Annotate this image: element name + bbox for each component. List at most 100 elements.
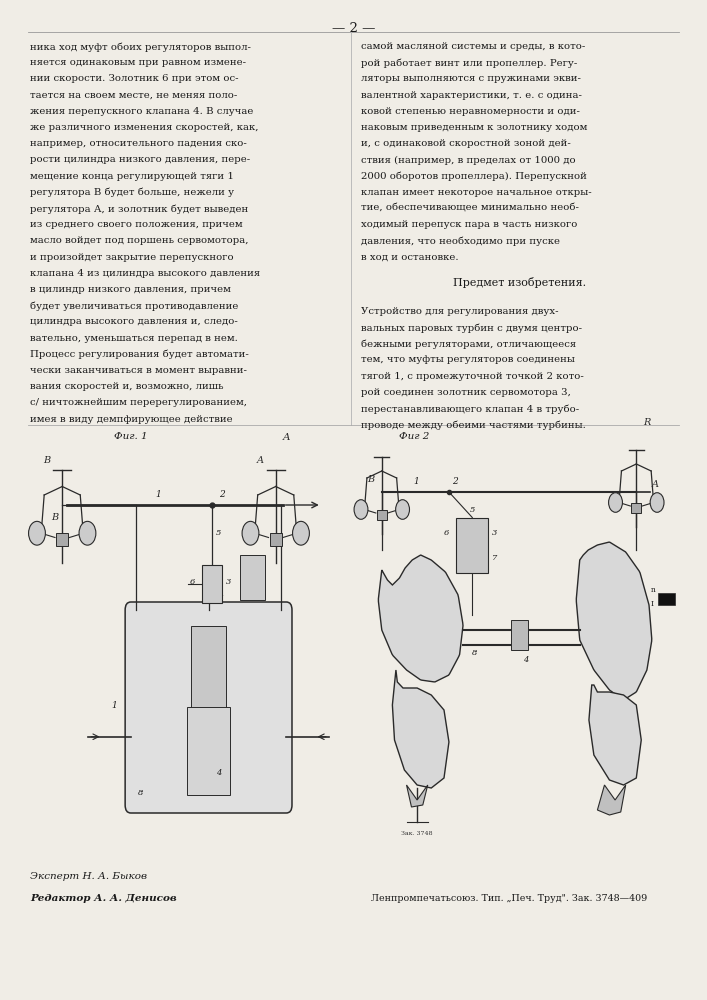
Text: давления, что необходимо при пуске: давления, что необходимо при пуске (361, 236, 559, 246)
Text: 4: 4 (216, 769, 221, 777)
Circle shape (396, 500, 409, 519)
Bar (269, 533, 281, 546)
Circle shape (242, 521, 259, 545)
Text: регулятора А, и золотник будет выведен: регулятора А, и золотник будет выведен (30, 204, 249, 214)
Text: Редактор А. А. Денисов: Редактор А. А. Денисов (30, 894, 177, 903)
Text: ходимый перепуск пара в часть низкого: ходимый перепуск пара в часть низкого (361, 220, 577, 229)
Text: 1: 1 (111, 700, 117, 710)
Text: проводе между обеими частями турбины.: проводе между обеими частями турбины. (361, 420, 585, 430)
Text: перестанавливающего клапан 4 в трубо-: перестанавливающего клапан 4 в трубо- (361, 404, 579, 414)
Text: цилиндра высокого давления и, следо-: цилиндра высокого давления и, следо- (30, 317, 238, 326)
Text: вания скоростей и, возможно, лишь: вания скоростей и, возможно, лишь (30, 382, 224, 391)
Text: рой работает винт или пропеллер. Регу-: рой работает винт или пропеллер. Регу- (361, 58, 577, 68)
Polygon shape (576, 542, 652, 700)
Text: 2: 2 (452, 477, 458, 486)
Text: Зак. 3748: Зак. 3748 (402, 831, 433, 836)
Text: клапана 4 из цилиндра высокого давления: клапана 4 из цилиндра высокого давления (30, 269, 260, 278)
Text: A: A (257, 456, 264, 465)
Polygon shape (407, 785, 428, 807)
Text: например, относительного падения ско-: например, относительного падения ско- (30, 139, 247, 148)
Text: 3: 3 (492, 529, 497, 537)
Text: вательно, уменьшаться перепад в нем.: вательно, уменьшаться перепад в нем. (30, 334, 238, 343)
Bar (631, 502, 641, 513)
Text: I: I (650, 600, 653, 608)
Text: 5: 5 (469, 506, 475, 514)
Text: бежными регуляторами, отличающееся: бежными регуляторами, отличающееся (361, 339, 575, 349)
Bar (187, 707, 230, 795)
Text: в цилиндр низкого давления, причем: в цилиндр низкого давления, причем (30, 285, 231, 294)
Text: с/ ничтожнейшим перерегулированием,: с/ ничтожнейшим перерегулированием, (30, 398, 247, 407)
Text: рой соединен золотник сервомотора 3,: рой соединен золотник сервомотора 3, (361, 388, 571, 397)
Text: тие, обеспечивающее минимально необ-: тие, обеспечивающее минимально необ- (361, 204, 578, 213)
Text: Предмет изобретения.: Предмет изобретения. (453, 277, 586, 288)
Text: 1: 1 (156, 490, 161, 499)
Circle shape (354, 500, 368, 519)
Text: Процесс регулирования будет автомати-: Процесс регулирования будет автомати- (30, 350, 249, 359)
Bar (56, 533, 68, 546)
Polygon shape (392, 670, 449, 788)
Text: имея в виду демпфирующее действие: имея в виду демпфирующее действие (30, 415, 233, 424)
Text: A: A (652, 480, 659, 489)
Text: валентной характеристики, т. е. с одина-: валентной характеристики, т. е. с одина- (361, 91, 581, 100)
Polygon shape (597, 785, 626, 815)
Text: из среднего своего положения, причем: из среднего своего положения, причем (30, 220, 243, 229)
Text: n: n (650, 586, 655, 594)
Text: 6: 6 (444, 529, 449, 537)
Bar (457, 518, 488, 572)
Text: B: B (368, 475, 375, 484)
Text: A: A (283, 433, 291, 442)
Text: Ленпромпечатьсоюз. Тип. „Печ. Труд". Зак. 3748—409: Ленпромпечатьсоюз. Тип. „Печ. Труд". Зак… (371, 894, 647, 903)
Text: 3: 3 (226, 578, 231, 586)
Text: вальных паровых турбин с двумя центро-: вальных паровых турбин с двумя центро- (361, 323, 582, 333)
Circle shape (28, 521, 45, 545)
Text: тягой 1, с промежуточной точкой 2 кото-: тягой 1, с промежуточной точкой 2 кото- (361, 372, 583, 381)
Circle shape (609, 493, 622, 512)
Text: 1: 1 (414, 477, 419, 486)
Text: ляторы выполняются с пружинами экви-: ляторы выполняются с пружинами экви- (361, 74, 580, 83)
Text: чески заканчиваться в момент выравни-: чески заканчиваться в момент выравни- (30, 366, 247, 375)
Text: тается на своем месте, не меняя поло-: тается на своем месте, не меняя поло- (30, 91, 238, 100)
Bar (191, 626, 226, 708)
Text: B: B (52, 512, 59, 522)
Text: тем, что муфты регуляторов соединены: тем, что муфты регуляторов соединены (361, 355, 575, 364)
Text: 4: 4 (523, 656, 529, 664)
Polygon shape (378, 555, 463, 682)
Text: ковой степенью неравномерности и оди-: ковой степенью неравномерности и оди- (361, 107, 580, 116)
Text: Устройство для регулирования двух-: Устройство для регулирования двух- (361, 307, 558, 316)
Text: 7: 7 (218, 594, 223, 602)
Text: мещение конца регулирующей тяги 1: мещение конца регулирующей тяги 1 (30, 172, 234, 181)
Circle shape (79, 521, 96, 545)
Text: 5: 5 (216, 529, 221, 537)
Text: Фиг. 1: Фиг. 1 (114, 432, 148, 441)
Text: 2000 оборотов пропеллера). Перепускной: 2000 оборотов пропеллера). Перепускной (361, 172, 586, 181)
Text: жения перепускного клапана 4. В случае: жения перепускного клапана 4. В случае (30, 107, 254, 116)
Text: няется одинаковым при равном измене-: няется одинаковым при равном измене- (30, 58, 247, 67)
Text: ника ход муфт обоих регуляторов выпол-: ника ход муфт обоих регуляторов выпол- (30, 42, 251, 51)
Bar (240, 555, 265, 600)
Text: будет увеличиваться противодавление: будет увеличиваться противодавление (30, 301, 239, 311)
Text: 2: 2 (219, 490, 225, 499)
Text: 8: 8 (472, 649, 478, 657)
Text: 8: 8 (138, 789, 144, 797)
Text: масло войдет под поршень сервомотора,: масло войдет под поршень сервомотора, (30, 236, 249, 245)
Text: же различного изменения скоростей, как,: же различного изменения скоростей, как, (30, 123, 259, 132)
Text: Эксперт Н. А. Быков: Эксперт Н. А. Быков (30, 872, 147, 881)
Circle shape (293, 521, 310, 545)
Text: 7: 7 (492, 554, 497, 562)
Polygon shape (589, 685, 641, 785)
Bar (377, 510, 387, 520)
Bar (202, 565, 222, 603)
Text: Фиг 2: Фиг 2 (399, 432, 430, 441)
Text: нии скорости. Золотник 6 при этом ос-: нии скорости. Золотник 6 при этом ос- (30, 74, 239, 83)
Text: ствия (например, в пределах от 1000 до: ствия (например, в пределах от 1000 до (361, 155, 575, 165)
Text: R: R (643, 418, 650, 427)
Bar (511, 620, 528, 650)
Text: регулятора В будет больше, нежели у: регулятора В будет больше, нежели у (30, 188, 235, 197)
Text: 6: 6 (189, 578, 195, 586)
Text: клапан имеет некоторое начальное откры-: клапан имеет некоторое начальное откры- (361, 188, 591, 197)
FancyBboxPatch shape (125, 602, 292, 813)
Circle shape (650, 493, 664, 512)
Bar (658, 593, 675, 605)
Text: и, с одинаковой скоростной зоной дей-: и, с одинаковой скоростной зоной дей- (361, 139, 571, 148)
Text: самой масляной системы и среды, в кото-: самой масляной системы и среды, в кото- (361, 42, 585, 51)
